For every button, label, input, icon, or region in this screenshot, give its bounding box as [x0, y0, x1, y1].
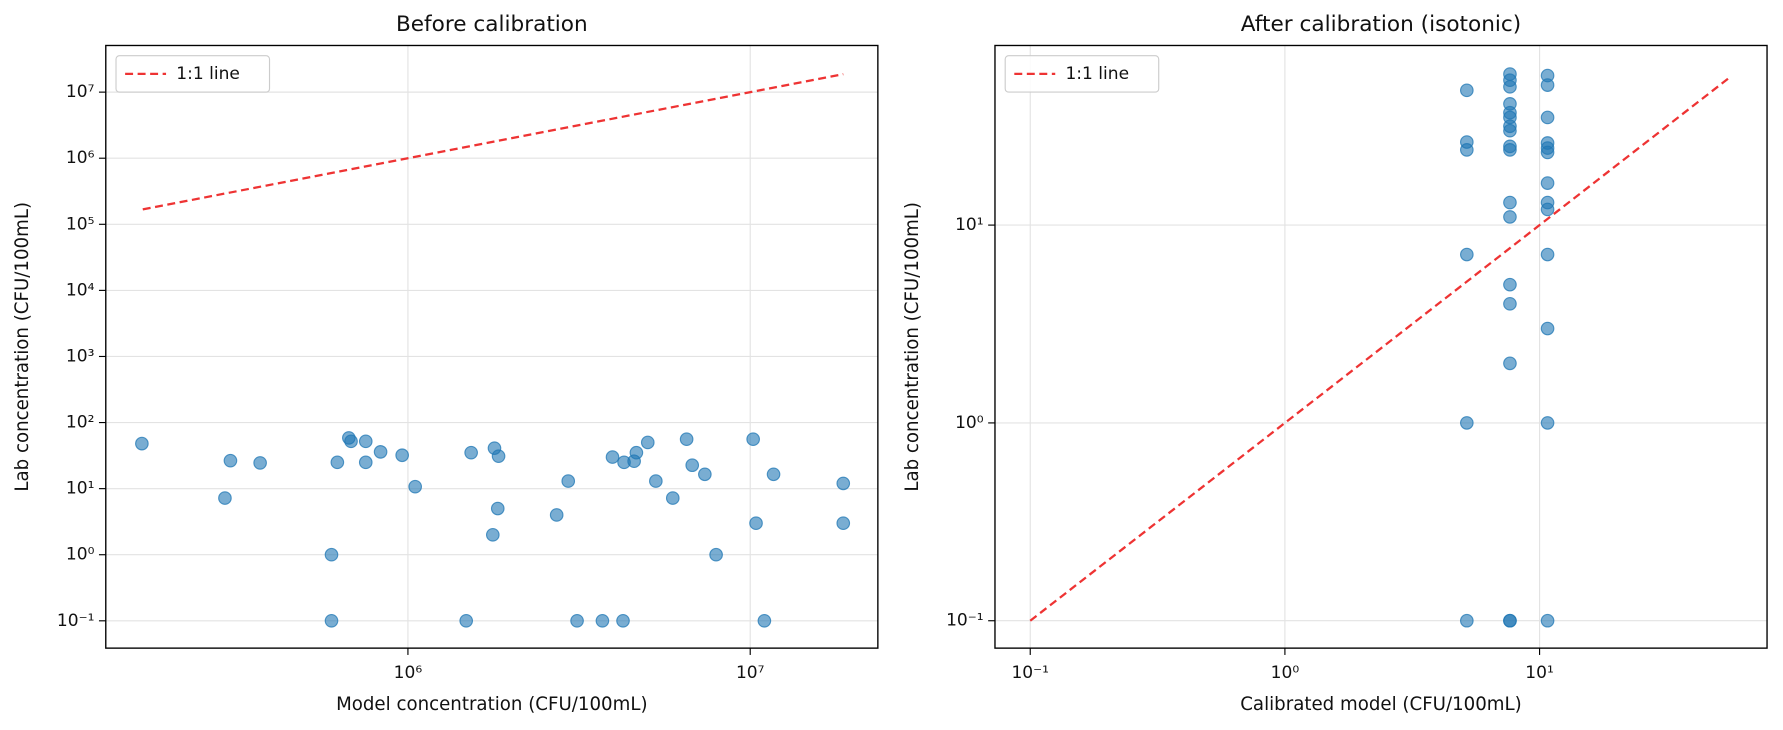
scatter-point [605, 450, 620, 464]
y-axis-label: Lab concentration (CFU/100mL) [12, 202, 33, 492]
reference-line [1029, 76, 1731, 622]
scatter-point [561, 474, 576, 488]
x-axis-label: Model concentration (CFU/100mL) [336, 694, 648, 715]
scatter-point [485, 528, 500, 542]
y-tick-label: 10⁷ [66, 82, 95, 102]
scatter-point [665, 491, 680, 505]
y-tick-label: 10⁶ [66, 148, 95, 168]
scatter-point [324, 613, 339, 628]
scatter-point [685, 458, 700, 473]
subplot: Before calibration Model concentration (C… [12, 12, 879, 715]
scatter-point [491, 449, 506, 463]
legend-label: 1:1 line [1065, 64, 1129, 84]
y-tick-label: 10¹ [66, 479, 95, 499]
scatter-point [1503, 210, 1517, 224]
scatter-point [1503, 296, 1517, 311]
legend: 1:1 line [1004, 55, 1160, 93]
scatter-point [1540, 110, 1555, 125]
scatter-point [1503, 195, 1517, 210]
scatter-point [616, 613, 630, 628]
scatter-point [1540, 247, 1555, 262]
scatter-point [1503, 356, 1517, 371]
scatter-point [1503, 123, 1517, 138]
scatter-point [595, 613, 610, 628]
scatter-point [464, 445, 478, 460]
scatter-point [836, 476, 851, 491]
scatter-point [549, 508, 564, 522]
y-tick-label: 10³ [66, 346, 95, 366]
scatter-point [358, 455, 373, 470]
y-tick-label: 10⁰ [955, 413, 984, 433]
scatter-point [1540, 78, 1555, 92]
scatter-point [746, 432, 760, 447]
y-tick-label: 10⁴ [66, 280, 95, 300]
scatter-point [1540, 145, 1555, 160]
chart-title: After calibration (isotonic) [1241, 12, 1521, 37]
y-tick-label: 10⁰ [66, 545, 95, 565]
scatter-point [1540, 176, 1555, 190]
scatter-point [223, 453, 238, 468]
reference-line [142, 73, 844, 211]
y-tick-label: 10² [66, 413, 95, 433]
scatter-point [570, 613, 584, 628]
y-tick-label: 10⁵ [66, 214, 95, 234]
legend-box [1004, 55, 1160, 93]
x-tick-label: 10⁶ [394, 663, 423, 683]
scatter-point [253, 456, 267, 470]
scatter-point [459, 613, 474, 628]
scatter-point [640, 435, 655, 450]
y-tick-label: 10¹ [955, 215, 984, 235]
scatter-point [1459, 83, 1474, 98]
chart-title: Before calibration [396, 12, 588, 37]
y-axis-label: Lab concentration (CFU/100mL) [902, 202, 923, 492]
scatter-point [490, 501, 505, 516]
scatter-point [373, 445, 388, 459]
legend-label: 1:1 line [176, 64, 240, 84]
scatter-point [1459, 416, 1474, 430]
y-tick-label: 10⁻¹ [57, 611, 95, 631]
scatter-point [395, 448, 409, 463]
scatter-point [1503, 277, 1517, 292]
scatter-point [766, 467, 781, 482]
x-tick-label: 10⁻¹ [1011, 663, 1049, 683]
scatter-point [1459, 247, 1474, 262]
scatter-point [330, 455, 345, 470]
scatter-point [1540, 202, 1555, 217]
scatter-point [709, 547, 723, 562]
x-axis-label: Calibrated model (CFU/100mL) [1240, 694, 1522, 715]
scatter-point [836, 516, 851, 531]
x-tick-label: 10⁰ [1271, 663, 1300, 683]
scatter-point [344, 434, 358, 449]
scatter-point [1503, 613, 1517, 628]
y-tick-label: 10⁻¹ [946, 611, 984, 631]
legend-box [115, 55, 271, 93]
scatter-point [679, 432, 694, 447]
plot-frame [105, 44, 879, 649]
scatter-point [649, 474, 663, 488]
scatter-point [1503, 80, 1517, 94]
x-tick-label: 10¹ [1525, 663, 1554, 683]
scatter-point [1503, 143, 1517, 157]
scatter-point [629, 445, 644, 460]
scatter-point [324, 547, 339, 562]
legend: 1:1 line [115, 55, 271, 93]
plot-frame [994, 44, 1768, 649]
scatter-point [408, 479, 423, 494]
scatter-point [1540, 321, 1555, 336]
subplot: After calibration (isotonic) Calibrated m… [902, 12, 1768, 715]
scatter-point [135, 436, 149, 451]
scatter-point [1459, 143, 1474, 157]
scatter-point [218, 491, 232, 505]
scatter-point [749, 516, 763, 531]
scatter-point [757, 613, 772, 628]
scatter-point [1459, 613, 1474, 628]
scatter-point [1540, 613, 1555, 628]
x-tick-label: 10⁷ [736, 663, 765, 683]
scatter-point [358, 434, 373, 449]
scatter-point [698, 467, 712, 482]
scatter-point [1540, 416, 1555, 430]
